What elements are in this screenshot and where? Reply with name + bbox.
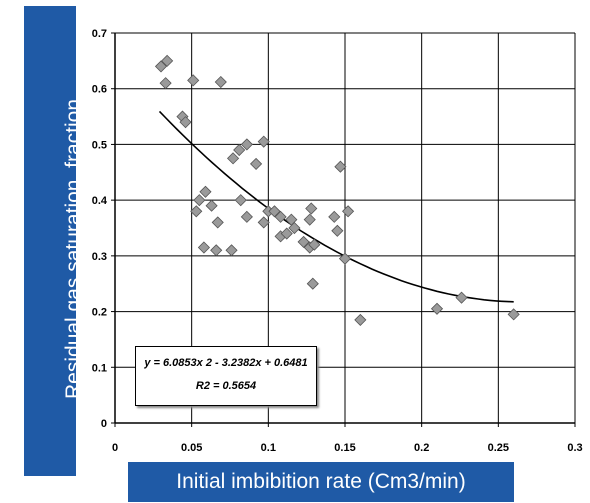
data-point xyxy=(227,152,240,165)
data-point xyxy=(308,238,321,251)
x-axis-label: Initial imbibition rate (Cm3/min) xyxy=(176,470,466,493)
y-tick-label: 0.4 xyxy=(92,195,108,207)
y-axis-label-box: Residual gas saturation, fraction xyxy=(24,6,85,476)
x-tick-label: 0.1 xyxy=(261,442,276,454)
axes xyxy=(111,32,576,427)
x-tick-label: 0.15 xyxy=(334,442,355,454)
data-point xyxy=(280,227,293,240)
y-tick-label: 0.3 xyxy=(92,251,107,263)
data-point xyxy=(161,54,174,67)
data-point xyxy=(240,138,253,151)
y-tick-label: 0 xyxy=(101,418,107,430)
data-point xyxy=(285,213,298,226)
data-point xyxy=(193,194,206,207)
x-tick-label: 0 xyxy=(112,442,118,454)
y-axis-label: Residual gas saturation, fraction xyxy=(62,99,85,399)
data-point xyxy=(354,313,367,326)
data-point xyxy=(331,224,344,237)
x-tick-label: 0.2 xyxy=(414,442,429,454)
data-point xyxy=(190,205,203,218)
data-point xyxy=(268,205,281,218)
trendline-equation-box: y = 6.0853x 2 - 3.2382x + 0.6481 R2 = 0.… xyxy=(135,346,317,406)
data-point xyxy=(430,302,444,315)
data-point xyxy=(205,199,218,212)
data-point xyxy=(210,244,223,257)
data-point xyxy=(257,135,270,148)
data-point xyxy=(233,143,246,157)
data-point xyxy=(154,60,168,73)
x-tick-labels: 0 0.05 0.1 0.15 0.2 0.25 0.3 xyxy=(112,442,583,454)
data-point xyxy=(305,202,318,215)
data-points xyxy=(154,54,520,326)
y-tick-label: 0.2 xyxy=(92,307,107,319)
trendline xyxy=(158,110,514,303)
data-point xyxy=(334,160,347,173)
data-point xyxy=(342,205,355,218)
x-tick-label: 0.25 xyxy=(488,442,509,454)
y-tick-label: 0.5 xyxy=(92,139,107,151)
y-tick-labels: 0 0.1 0.2 0.3 0.4 0.5 0.6 0.7 xyxy=(92,28,108,430)
grid-lines xyxy=(115,32,576,423)
data-point xyxy=(507,308,520,321)
trendline-equation: y = 6.0853x 2 - 3.2382x + 0.6481 xyxy=(144,357,308,369)
data-point xyxy=(240,210,253,223)
data-point xyxy=(199,185,212,198)
data-point xyxy=(225,244,238,257)
data-point xyxy=(306,277,319,290)
data-point xyxy=(274,210,287,223)
data-point xyxy=(328,210,341,223)
data-point xyxy=(303,213,316,226)
data-point xyxy=(179,116,192,129)
data-point xyxy=(197,241,210,254)
data-point xyxy=(214,75,227,89)
data-point xyxy=(257,216,270,229)
x-tick-label: 0.05 xyxy=(181,442,202,454)
data-point xyxy=(187,74,200,87)
data-point xyxy=(297,235,310,248)
data-point xyxy=(234,194,247,207)
y-tick-label: 0.1 xyxy=(92,362,107,374)
data-point xyxy=(211,216,224,229)
r-squared-label: R2 = 0.5654 xyxy=(195,380,257,392)
y-tick-label: 0.7 xyxy=(92,28,107,40)
data-point xyxy=(455,291,468,304)
data-point xyxy=(159,77,172,90)
data-point xyxy=(338,252,352,265)
x-axis-label-box: Initial imbibition rate (Cm3/min) xyxy=(128,462,514,502)
y-tick-label: 0.6 xyxy=(92,84,107,96)
x-tick-label: 0.3 xyxy=(567,442,582,454)
data-point xyxy=(250,157,263,170)
